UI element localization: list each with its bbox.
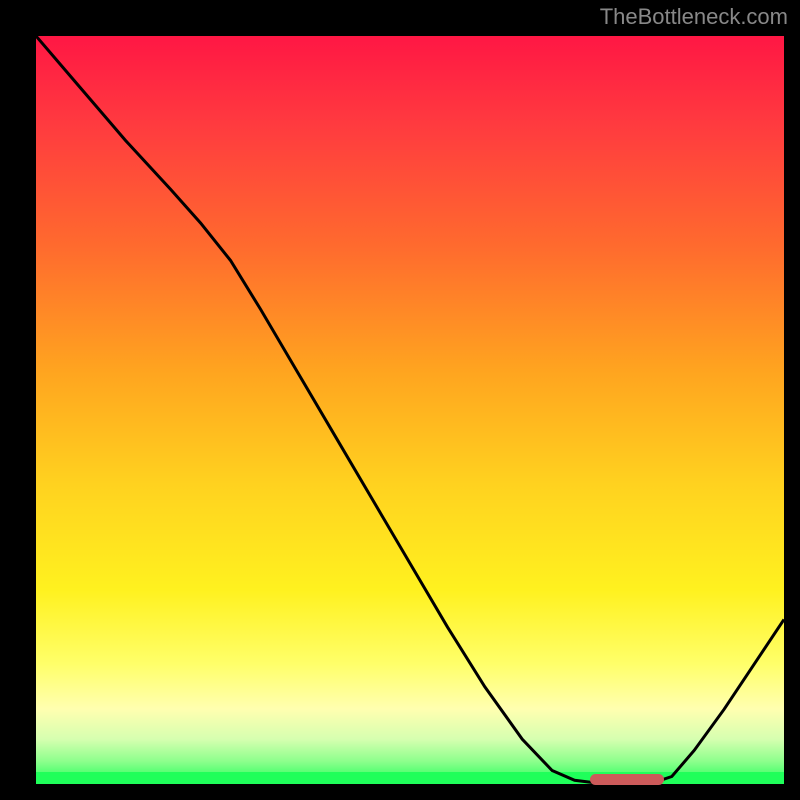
trough-marker bbox=[590, 774, 665, 785]
chart-curve bbox=[36, 36, 784, 784]
chart-plot-area bbox=[36, 36, 784, 784]
watermark-text: TheBottleneck.com bbox=[600, 4, 788, 30]
